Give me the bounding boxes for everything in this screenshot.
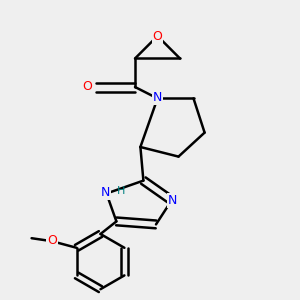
Text: N: N bbox=[167, 194, 177, 207]
Text: O: O bbox=[47, 233, 57, 247]
Text: H: H bbox=[117, 185, 126, 196]
Text: O: O bbox=[82, 80, 92, 94]
Text: O: O bbox=[153, 29, 162, 43]
Text: N: N bbox=[100, 186, 110, 200]
Text: N: N bbox=[153, 91, 162, 104]
